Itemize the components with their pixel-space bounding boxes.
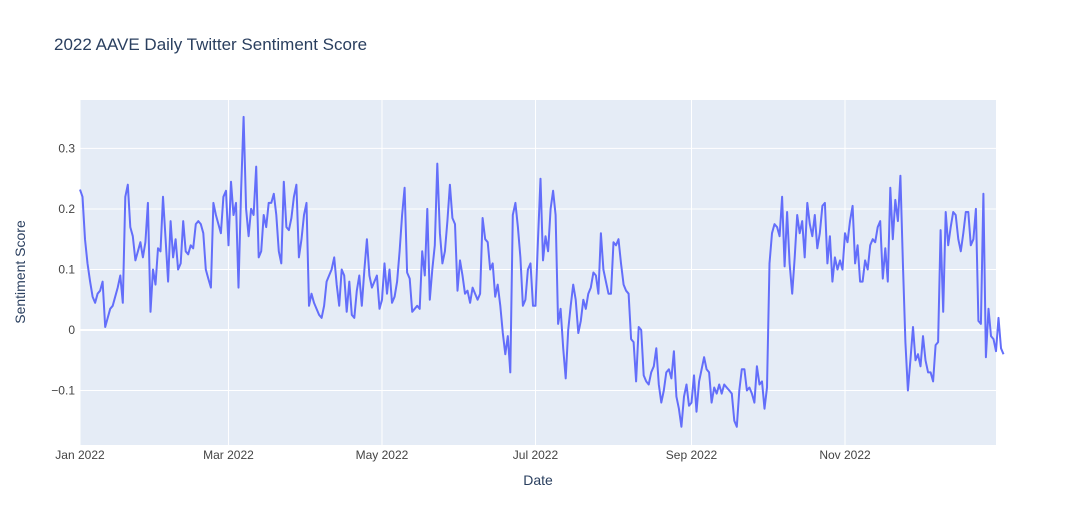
chart-title: 2022 AAVE Daily Twitter Sentiment Score <box>54 35 367 54</box>
x-tick-label: Nov 2022 <box>819 448 871 462</box>
y-tick-label: 0.1 <box>58 262 75 276</box>
x-tick-label: Jul 2022 <box>513 448 559 462</box>
y-tick-label: 0 <box>68 323 75 337</box>
x-tick-label: May 2022 <box>356 448 409 462</box>
sentiment-series-line <box>79 115 1005 428</box>
y-tick-label: −0.1 <box>51 384 75 398</box>
y-tick-label: 0.2 <box>58 202 75 216</box>
y-axis-ticks: −0.1 0 0.1 0.2 0.3 <box>51 141 75 397</box>
y-gridlines <box>80 147 996 392</box>
x-axis-ticks: Jan 2022 Mar 2022 May 2022 Jul 2022 Sep 2022… <box>55 448 871 462</box>
x-tick-label: Sep 2022 <box>666 448 718 462</box>
y-axis-title: Sentiment Score <box>12 220 28 324</box>
x-axis-title: Date <box>523 472 553 488</box>
x-tick-label: Mar 2022 <box>203 448 254 462</box>
y-tick-label: 0.3 <box>58 141 75 155</box>
plot-area <box>80 100 996 445</box>
x-tick-label: Jan 2022 <box>55 448 105 462</box>
series-layer <box>79 115 1005 428</box>
x-gridlines <box>79 100 846 445</box>
